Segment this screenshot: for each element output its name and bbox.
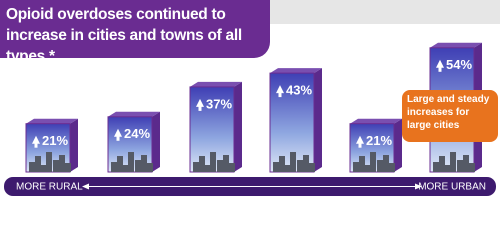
bar-side: [152, 111, 160, 172]
skyline: [450, 152, 456, 172]
value-label: 21%: [42, 133, 68, 148]
skyline: [445, 165, 451, 172]
skyline: [46, 152, 52, 172]
x-axis-label-right: MORE URBAN: [418, 182, 486, 193]
skyline: [210, 152, 216, 172]
skyline: [469, 163, 475, 172]
skyline: [290, 152, 296, 172]
arrow-head: [82, 183, 89, 190]
arrow-icon: [116, 135, 120, 141]
arrow-icon: [438, 66, 442, 72]
arrow-icon: [358, 142, 362, 148]
skyline: [377, 160, 383, 172]
infographic: MORE RURAL MORE URBAN 21% 24% 37% 43% 21% 54%…: [0, 0, 500, 196]
bar-side: [70, 118, 78, 172]
skyline: [297, 160, 303, 172]
skyline: [111, 162, 117, 172]
skyline: [135, 160, 141, 172]
skyline: [141, 155, 147, 172]
bar-top: [430, 42, 482, 48]
skyline: [389, 163, 395, 172]
skyline: [463, 155, 469, 172]
arrow-icon: [436, 59, 444, 68]
skyline: [65, 163, 71, 172]
arrow-icon: [198, 105, 202, 111]
x-axis-label-left: MORE RURAL: [16, 182, 83, 193]
arrow-icon: [34, 142, 38, 148]
bar-top: [350, 118, 402, 124]
arrow-icon: [356, 135, 364, 144]
skyline: [279, 156, 285, 172]
skyline: [370, 152, 376, 172]
skyline: [147, 163, 153, 172]
bar-top: [270, 68, 322, 74]
chart-title: Opioid overdoses continued to increase i…: [0, 0, 270, 65]
header-strip: [270, 0, 500, 24]
arrow-icon: [114, 128, 122, 137]
bar-side: [234, 81, 242, 172]
value-label: 37%: [206, 96, 232, 111]
skyline: [365, 165, 371, 172]
skyline: [457, 160, 463, 172]
skyline: [433, 162, 439, 172]
bar-top: [190, 81, 242, 87]
value-label: 24%: [124, 126, 150, 141]
skyline: [205, 165, 211, 172]
bar-top: [108, 111, 160, 117]
arrow-icon: [196, 98, 204, 107]
skyline: [128, 152, 134, 172]
skyline: [439, 156, 445, 172]
skyline: [53, 160, 59, 172]
skyline: [353, 162, 359, 172]
skyline: [273, 162, 279, 172]
bar-side: [314, 68, 322, 172]
skyline: [285, 165, 291, 172]
skyline: [229, 163, 235, 172]
skyline: [383, 155, 389, 172]
annotation: Large and steady increases for large cit…: [402, 90, 498, 142]
arrow-head: [415, 183, 422, 190]
value-label: 54%: [446, 57, 472, 72]
skyline: [123, 165, 129, 172]
skyline: [35, 156, 41, 172]
skyline: [41, 165, 47, 172]
skyline: [117, 156, 123, 172]
value-label: 43%: [286, 83, 312, 98]
skyline: [359, 156, 365, 172]
skyline: [223, 155, 229, 172]
arrow-icon: [278, 92, 282, 98]
bar-side: [394, 118, 402, 172]
arrow-icon: [276, 85, 284, 94]
skyline: [59, 155, 65, 172]
value-label: 21%: [366, 133, 392, 148]
bar-top: [26, 118, 78, 124]
skyline: [303, 155, 309, 172]
skyline: [199, 156, 205, 172]
skyline: [309, 163, 315, 172]
skyline: [29, 162, 35, 172]
skyline: [217, 160, 223, 172]
skyline: [193, 162, 199, 172]
arrow-icon: [32, 135, 40, 144]
